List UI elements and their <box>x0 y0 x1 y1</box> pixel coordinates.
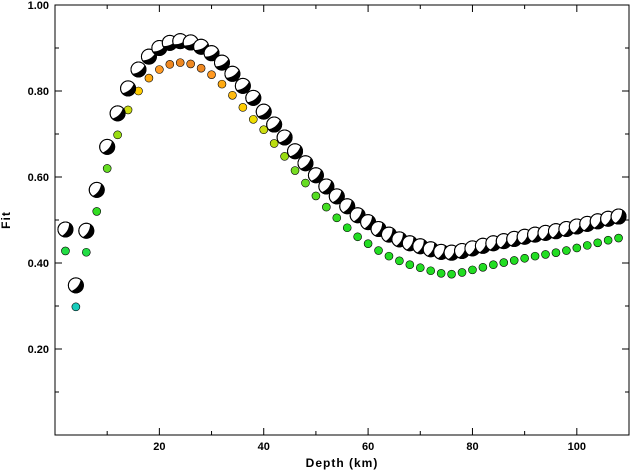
fit-circle-point <box>290 166 300 175</box>
fit-circle-point <box>436 269 446 278</box>
fit-circle-point <box>457 268 467 277</box>
mechanism-beachball <box>78 222 95 239</box>
fit-circle-point <box>186 59 195 69</box>
x-tick-label: 20 <box>153 441 165 453</box>
fit-circle-point <box>384 251 394 261</box>
y-tick-label: 0.20 <box>28 344 49 356</box>
fit-circle-point <box>269 139 279 148</box>
fit-circle-point <box>92 207 102 216</box>
mechanism-beachball <box>57 221 74 238</box>
mechanism-beachball <box>203 45 220 62</box>
mechanism-beachball <box>610 208 627 225</box>
fit-circle-point <box>342 223 352 233</box>
fit-circle-point <box>353 232 362 242</box>
mechanism-beachball <box>276 129 293 146</box>
fit-circle-point <box>468 265 477 275</box>
fit-circle-point <box>447 269 456 279</box>
mechanism-beachball <box>297 155 314 172</box>
x-tick-label: 100 <box>568 441 586 453</box>
y-tick-label: 1.00 <box>28 0 49 12</box>
fit-circle-point <box>363 239 373 248</box>
fit-circle-point <box>165 60 175 69</box>
data-points <box>57 33 627 312</box>
fit-circle-point <box>82 247 91 257</box>
fit-circle-point <box>259 125 269 134</box>
y-axis-label: Fit <box>0 211 13 229</box>
fit-circle-point <box>175 58 185 67</box>
fit-circle-point <box>562 246 571 255</box>
fit-circle-point <box>478 262 488 272</box>
mechanism-beachball <box>245 89 262 106</box>
mechanism-beachball <box>99 138 116 155</box>
mechanism-beachball <box>109 105 126 122</box>
mechanism-beachball <box>266 116 283 133</box>
fit-circle-point <box>509 256 519 265</box>
mechanism-beachball <box>224 65 241 82</box>
fit-circle-point <box>332 213 342 223</box>
fit-circle-point <box>582 241 592 250</box>
fit-circle-point <box>311 191 321 201</box>
fit-circle-point <box>280 152 289 161</box>
y-tick-label: 0.40 <box>28 258 49 270</box>
x-axis-label: Depth (km) <box>306 456 379 470</box>
fit-circle-point <box>603 235 613 245</box>
fit-circle-point <box>489 260 498 270</box>
mechanism-beachball <box>130 61 147 78</box>
x-tick-label: 60 <box>362 441 374 453</box>
fit-circle-point <box>520 253 529 263</box>
fit-circle-point <box>593 238 602 248</box>
fit-circle-point <box>322 202 331 212</box>
fit-circle-point <box>572 243 582 253</box>
x-tick-label: 40 <box>258 441 270 453</box>
fit-circle-point <box>102 164 112 173</box>
fit-circle-point <box>144 73 154 83</box>
mechanism-beachball <box>67 277 84 294</box>
mechanism-beachball <box>120 80 137 97</box>
fit-circle-point <box>499 258 509 267</box>
mechanism-beachball <box>255 103 272 120</box>
mechanism-beachball <box>318 178 335 195</box>
fit-circle-point <box>374 246 383 255</box>
y-tick-label: 0.60 <box>28 172 49 184</box>
fit-circle-point <box>426 266 436 276</box>
mechanism-beachball <box>328 188 345 205</box>
fit-circle-point <box>301 178 310 188</box>
fit-circle-point <box>217 79 227 89</box>
fit-circle-point <box>395 256 404 266</box>
y-tick-label: 0.80 <box>28 86 49 98</box>
fit-circle-point <box>155 65 164 74</box>
fit-circle-point <box>207 70 216 79</box>
mechanism-beachball <box>88 181 105 198</box>
fit-circle-point <box>113 130 122 140</box>
fit-circle-point <box>61 246 70 256</box>
mechanism-beachball <box>307 167 324 184</box>
fit-circle-point <box>238 103 248 112</box>
fit-circle-point <box>228 91 237 100</box>
x-tick-label: 80 <box>466 441 478 453</box>
mechanism-beachball <box>213 54 230 71</box>
fit-circle-point <box>248 115 258 124</box>
mechanism-beachball <box>287 143 304 160</box>
fit-circle-point <box>71 302 81 312</box>
fit-circle-point <box>614 233 623 243</box>
fit-circle-point <box>530 251 540 261</box>
fit-circle-point <box>415 263 425 273</box>
fit-circle-point <box>196 63 206 73</box>
mechanism-beachball <box>140 48 157 65</box>
fit-circle-point <box>551 248 561 257</box>
mechanism-beachball <box>234 77 251 94</box>
y-axis-ticks: 0.20 0.40 0.60 0.80 1.00 <box>28 0 629 393</box>
fit-circle-point <box>541 250 550 259</box>
x-axis-ticks: 20 40 60 80 100 <box>106 5 630 453</box>
fit-circle-point <box>405 260 415 270</box>
